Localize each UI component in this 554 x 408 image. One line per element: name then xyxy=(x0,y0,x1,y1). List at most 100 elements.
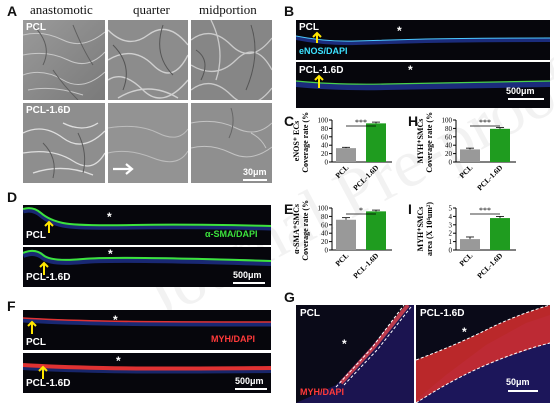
lumen-star: * xyxy=(107,210,112,224)
fluo-texture xyxy=(296,31,550,46)
lumen-star: * xyxy=(113,313,118,327)
chart-ylabel: area (X 10⁴um²) xyxy=(425,202,434,256)
chart-ytick-label: 60 xyxy=(321,133,329,141)
panel-label-i: I xyxy=(408,201,412,217)
chart-ytick-label: 80 xyxy=(445,125,453,133)
panel-label-a: A xyxy=(7,3,18,19)
chart-category-label: PCL xyxy=(457,163,474,180)
fluo-texture xyxy=(416,305,550,403)
sem-image-pcl16d-quarter xyxy=(108,103,188,183)
chart-ylabel: Coverage rate (%) xyxy=(301,112,310,173)
chart-ytick-label: 0 xyxy=(449,159,453,167)
sem-texture xyxy=(23,103,105,183)
scale-bar-b xyxy=(508,98,544,100)
chart-bar xyxy=(460,149,480,162)
chart-ytick-label: 2 xyxy=(449,230,453,238)
chart-category-label: PCL xyxy=(457,251,474,268)
fluo-texture xyxy=(23,249,271,275)
chart-ytick-label: 40 xyxy=(321,230,329,238)
scale-label-sem: 30μm xyxy=(243,167,267,177)
sem-texture xyxy=(191,103,272,183)
sem-image-pcl-midportion xyxy=(191,20,272,100)
chart-ytick-label: 100 xyxy=(318,117,329,125)
lumen-star: * xyxy=(397,24,402,38)
fluo-image-d-pcl16d: PCL-1.6D * 500μm xyxy=(23,247,271,287)
fluo-image-b-pcl: PCL * eNOS/DAPI xyxy=(296,20,550,60)
chart-category-label: PCL xyxy=(333,163,350,180)
arrow-icon xyxy=(44,220,54,233)
chart-sig-label: *** xyxy=(479,206,491,215)
chart-ytick-label: 20 xyxy=(445,150,453,158)
arrow-icon xyxy=(27,320,37,334)
chart-ylabel: Coverage rate (%) xyxy=(301,200,310,261)
chart-ylabel: Coverage rate (%) xyxy=(425,112,434,173)
sem-image-pcl-anastomotic: PCL xyxy=(23,20,105,100)
chart-ytick-label: 80 xyxy=(321,125,329,133)
fluo-image-d-pcl: PCL * α-SMA/DAPI xyxy=(23,205,271,245)
chart-ylabel: MYH⁺SMCs xyxy=(416,119,425,164)
sem-image-pcl-quarter xyxy=(108,20,188,100)
chart-sig-label: *** xyxy=(479,118,491,127)
fluo-image-f-pcl: PCL * MYH/DAPI xyxy=(23,310,271,350)
panel-label-c: C xyxy=(284,113,295,129)
row-label-pcl16d: PCL-1.6D xyxy=(26,378,71,389)
sem-texture xyxy=(191,20,272,100)
row-label-pcl16d: PCL-1.6D xyxy=(420,308,465,319)
sem-row-label-pcl: PCL xyxy=(26,22,46,33)
scale-label-f: 500μm xyxy=(235,376,264,386)
fluo-image-g-pcl: PCL * MYH/DAPI xyxy=(296,305,414,403)
fluo-texture xyxy=(296,74,550,91)
chart-bar xyxy=(366,123,386,162)
column-title-midportion: midportion xyxy=(199,2,257,17)
chart-c: eNOS⁺ ECs Coverage rate (%) 0 20 40 60 80 100 PC… xyxy=(290,109,412,200)
arrow-icon xyxy=(314,74,324,88)
scale-bar-d xyxy=(233,282,265,284)
fluo-texture xyxy=(23,363,271,379)
column-title-anastomotic: anastomotic xyxy=(30,2,93,17)
row-label-pcl: PCL xyxy=(26,337,46,348)
chart-category-label: PCL xyxy=(333,251,350,268)
chart-category-label: PCL-1.6D xyxy=(351,251,381,281)
panel-label-b: B xyxy=(284,3,295,19)
chart-ytick-label: 0 xyxy=(325,247,329,255)
chart-ytick-label: 100 xyxy=(442,117,453,125)
sem-texture xyxy=(23,20,105,100)
panel-label-d: D xyxy=(7,189,18,205)
chart-ytick-label: 80 xyxy=(321,213,329,221)
lumen-star: * xyxy=(408,63,413,77)
scale-label-d: 500μm xyxy=(233,270,262,280)
marker-label-myh: MYH/DAPI xyxy=(211,334,256,344)
chart-i: MYH⁺SMCs area (X 10⁴um²) 0 1 2 3 4 5 PCL PCL-1.6D… xyxy=(414,200,550,288)
row-label-pcl: PCL xyxy=(299,22,319,33)
chart-ytick-label: 60 xyxy=(445,133,453,141)
arrow-icon xyxy=(39,261,49,275)
lumen-star: * xyxy=(462,325,467,339)
arrow-icon xyxy=(312,31,322,43)
chart-e: α-SMA⁺SMCs Coverage rate (%) 0 20 40 60 80 100 P… xyxy=(290,197,412,288)
marker-label-enos: eNOS/DAPI xyxy=(299,46,348,56)
row-label-pcl16d: PCL-1.6D xyxy=(299,65,344,76)
chart-ytick-label: 0 xyxy=(325,159,329,167)
panel-label-h: H xyxy=(408,113,419,129)
chart-ytick-label: 4 xyxy=(449,213,453,221)
column-title-quarter: quarter xyxy=(133,2,170,17)
scale-bar-g xyxy=(508,390,538,392)
scale-bar-f xyxy=(235,388,267,390)
chart-bar xyxy=(460,239,480,250)
chart-ytick-label: 20 xyxy=(321,150,329,158)
sem-image-pcl16d-anastomotic: PCL-1.6D xyxy=(23,103,105,183)
chart-bar xyxy=(490,128,510,162)
arrow-icon xyxy=(38,365,48,379)
panel-label-f: F xyxy=(7,298,16,314)
lumen-star: * xyxy=(342,337,347,351)
chart-ytick-label: 20 xyxy=(321,238,329,246)
row-label-pcl16d: PCL-1.6D xyxy=(26,272,71,283)
fluo-texture xyxy=(23,207,271,233)
chart-ylabel: eNOS⁺ ECs xyxy=(292,121,301,161)
chart-ytick-label: 5 xyxy=(449,205,453,213)
chart-sig-label: *** xyxy=(355,118,367,127)
fluo-texture xyxy=(296,305,414,403)
